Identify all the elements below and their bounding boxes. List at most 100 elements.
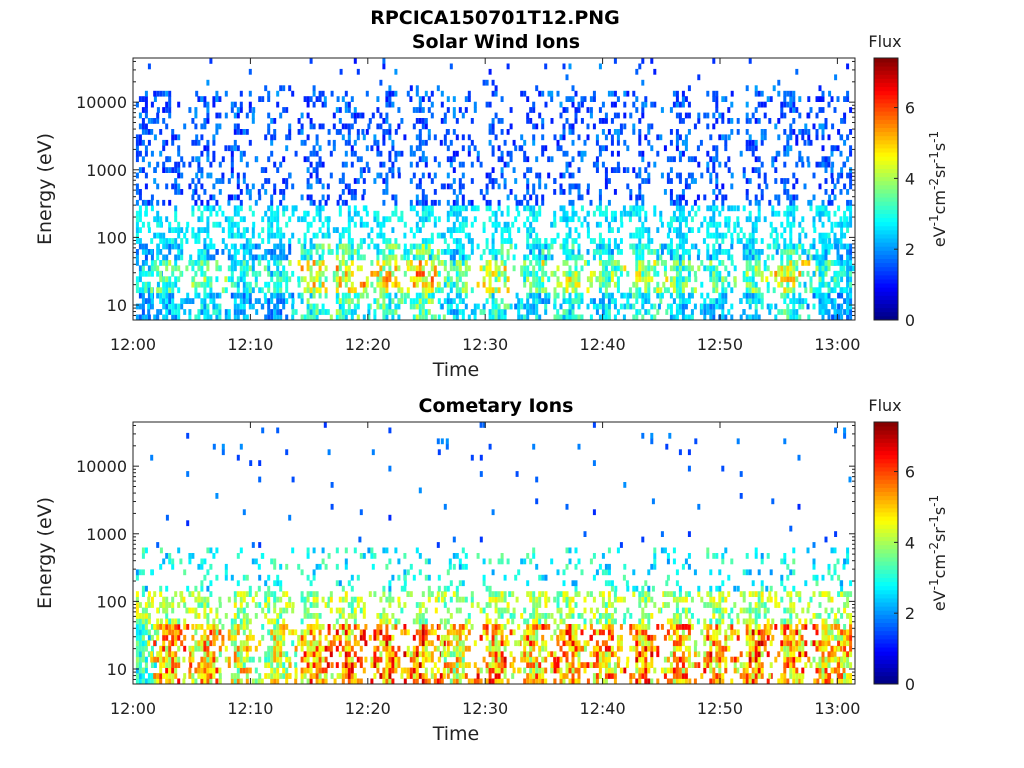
flux-cell xyxy=(702,238,706,244)
flux-cell xyxy=(721,134,725,141)
flux-cell xyxy=(455,292,459,299)
flux-cell xyxy=(644,178,648,184)
flux-cell xyxy=(344,292,348,299)
flux-cell xyxy=(635,227,639,233)
flux-cell xyxy=(641,292,645,299)
flux-cell xyxy=(601,303,605,310)
flux-cell xyxy=(315,624,319,630)
flux-cell xyxy=(846,156,850,163)
flux-cell xyxy=(632,314,636,321)
flux-cell xyxy=(297,640,301,647)
flux-cell xyxy=(849,221,853,228)
flux-cell xyxy=(150,645,154,652)
flux-cell xyxy=(833,298,837,304)
flux-cell xyxy=(745,118,749,124)
flux-cell xyxy=(641,276,645,283)
flux-cell xyxy=(242,249,246,255)
flux-cell xyxy=(159,238,163,244)
flux-cell xyxy=(144,210,148,217)
flux-cell xyxy=(180,640,184,647)
flux-cell xyxy=(141,107,145,113)
flux-cell xyxy=(156,265,160,272)
flux-cell xyxy=(288,260,292,266)
x-tick-label: 13:00 xyxy=(814,335,860,354)
y-tick-label: 100 xyxy=(96,228,127,247)
flux-cell xyxy=(273,629,277,636)
flux-cell xyxy=(532,123,536,130)
flux-cell xyxy=(312,596,316,603)
flux-cell xyxy=(818,309,822,315)
flux-cell xyxy=(195,172,199,179)
flux-cell xyxy=(739,150,743,157)
flux-cell xyxy=(264,281,268,288)
flux-cell xyxy=(455,303,459,310)
flux-cell xyxy=(684,314,688,321)
flux-cell xyxy=(547,276,551,283)
colorbar-step xyxy=(874,82,898,88)
flux-cell xyxy=(485,260,489,266)
flux-cell xyxy=(147,640,151,647)
flux-cell xyxy=(335,314,339,321)
flux-cell xyxy=(571,309,575,315)
flux-cell xyxy=(751,232,755,239)
flux-cell xyxy=(491,232,495,239)
flux-cell xyxy=(706,265,710,272)
flux-cell xyxy=(644,270,648,277)
flux-cell xyxy=(382,314,386,321)
flux-cell xyxy=(766,243,770,250)
flux-cell xyxy=(285,651,289,658)
flux-cell xyxy=(553,216,557,223)
flux-cell xyxy=(837,205,841,212)
flux-cell xyxy=(224,276,228,283)
flux-cell xyxy=(709,265,713,272)
flux-cell xyxy=(379,112,383,119)
flux-cell xyxy=(849,260,853,266)
flux-cell xyxy=(724,287,728,294)
flux-cell xyxy=(736,129,740,135)
flux-cell xyxy=(251,183,255,190)
flux-cell xyxy=(638,260,642,266)
flux-cell xyxy=(742,243,746,250)
flux-cell xyxy=(394,281,398,288)
flux-cell xyxy=(421,156,425,163)
flux-cell xyxy=(141,640,145,647)
flux-cell xyxy=(712,199,716,206)
flux-cell xyxy=(153,167,157,173)
flux-cell xyxy=(203,238,207,244)
flux-cell xyxy=(792,172,796,179)
flux-cell xyxy=(288,123,292,130)
flux-cell xyxy=(306,210,310,217)
flux-cell xyxy=(248,243,252,250)
flux-cell xyxy=(171,243,175,250)
flux-cell xyxy=(233,221,237,228)
flux-cell xyxy=(297,238,301,244)
flux-cell xyxy=(291,607,295,614)
flux-cell xyxy=(541,270,545,277)
flux-cell xyxy=(282,232,286,239)
flux-cell xyxy=(706,221,710,228)
flux-cell xyxy=(821,210,825,217)
flux-cell xyxy=(449,205,453,212)
flux-cell xyxy=(789,270,793,277)
flux-cell xyxy=(291,298,295,304)
flux-cell xyxy=(144,640,148,647)
flux-cell xyxy=(242,243,246,250)
flux-cell xyxy=(188,667,192,674)
flux-cell xyxy=(409,260,413,266)
flux-cell xyxy=(285,254,289,261)
flux-cell xyxy=(449,161,453,168)
flux-cell xyxy=(267,607,271,614)
flux-cell xyxy=(757,298,761,304)
flux-cell xyxy=(291,547,295,554)
flux-cell xyxy=(446,309,450,315)
colorbar-step xyxy=(874,213,898,219)
flux-cell xyxy=(174,618,178,625)
flux-cell xyxy=(840,276,844,283)
flux-cell xyxy=(218,221,222,228)
flux-cell xyxy=(379,287,383,294)
flux-cell xyxy=(812,254,816,261)
flux-cell xyxy=(424,243,428,250)
flux-cell xyxy=(836,254,840,261)
flux-cell xyxy=(772,238,776,244)
flux-cell xyxy=(818,96,822,102)
